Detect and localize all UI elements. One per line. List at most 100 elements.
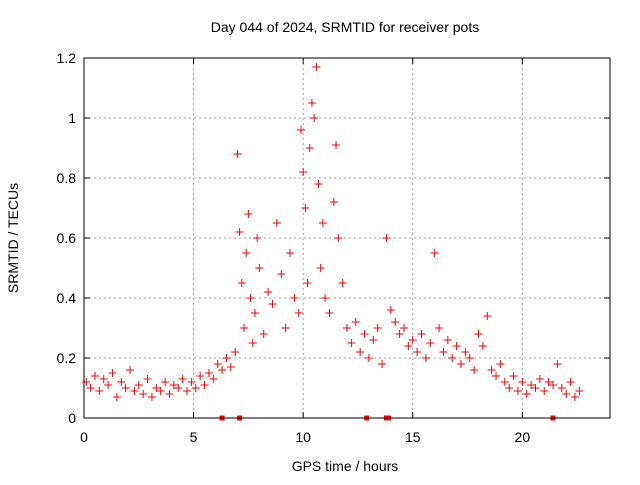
data-point <box>290 294 299 302</box>
y-tick-label: 0.2 <box>57 350 77 366</box>
data-points <box>82 63 584 421</box>
grid <box>84 58 610 418</box>
data-point <box>264 288 273 296</box>
data-point <box>487 366 496 374</box>
data-point <box>187 378 196 386</box>
x-tick-label: 15 <box>405 429 421 445</box>
data-point <box>204 369 213 377</box>
data-point <box>474 330 483 338</box>
data-point <box>307 99 316 107</box>
data-point <box>169 381 178 389</box>
data-point <box>575 387 584 395</box>
data-point <box>112 393 121 401</box>
data-point <box>156 387 165 395</box>
data-point <box>218 366 227 374</box>
data-point <box>413 348 422 356</box>
y-tick-label: 1.2 <box>57 50 77 66</box>
data-point <box>108 369 117 377</box>
data-point <box>277 270 286 278</box>
y-tick-label: 1 <box>68 110 76 126</box>
data-point <box>239 324 248 332</box>
data-point <box>231 348 240 356</box>
data-point <box>351 318 360 326</box>
data-point <box>391 318 400 326</box>
data-point <box>343 324 351 332</box>
ticks: 0 0.2 0.4 0.6 0.8 1 1.2 0 5 10 15 20 <box>57 50 610 445</box>
data-point <box>360 330 369 338</box>
data-point <box>272 219 281 227</box>
data-point <box>399 324 408 332</box>
data-point <box>233 150 242 158</box>
data-point <box>174 384 183 392</box>
data-point <box>562 390 571 398</box>
x-tick-label: 20 <box>515 429 531 445</box>
data-point <box>226 363 235 371</box>
data-point <box>386 306 395 314</box>
data-point <box>557 384 566 392</box>
data-point <box>417 330 426 338</box>
y-tick-label: 0.8 <box>57 170 77 186</box>
data-point <box>332 141 341 149</box>
data-point <box>99 375 108 383</box>
data-point <box>549 381 558 389</box>
data-point <box>347 339 356 347</box>
data-point <box>553 360 562 368</box>
data-point <box>356 348 365 356</box>
chart-title: Day 044 of 2024, SRMTID for receiver pot… <box>211 19 479 35</box>
data-point <box>492 372 501 380</box>
data-point <box>259 330 268 338</box>
data-point <box>299 168 308 176</box>
data-point <box>250 309 259 317</box>
data-point <box>430 249 439 257</box>
data-point <box>312 63 321 71</box>
data-point <box>509 372 518 380</box>
data-point <box>364 354 373 362</box>
data-point <box>505 384 514 392</box>
data-point <box>314 180 323 188</box>
data-point <box>566 378 575 386</box>
y-axis-label: SRMTID / TECUs <box>5 183 21 293</box>
data-point <box>316 264 325 272</box>
data-point <box>318 219 327 227</box>
data-point <box>242 249 251 257</box>
data-point <box>86 384 95 392</box>
data-point <box>435 324 444 332</box>
data-point <box>130 387 139 395</box>
data-point <box>82 378 91 386</box>
data-point <box>253 234 262 242</box>
data-point <box>500 378 509 386</box>
data-point <box>325 309 334 317</box>
data-point <box>191 384 200 392</box>
x-tick-label: 10 <box>295 429 311 445</box>
data-point <box>165 390 174 398</box>
data-point <box>378 360 387 368</box>
data-point <box>209 375 218 383</box>
data-point <box>448 354 457 362</box>
data-point <box>456 360 465 368</box>
data-point <box>237 279 246 287</box>
data-point <box>147 393 156 401</box>
data-point <box>544 378 553 386</box>
data-point <box>461 348 470 356</box>
data-point <box>296 126 305 134</box>
data-point <box>134 381 143 389</box>
data-point <box>439 348 448 356</box>
data-point <box>452 342 461 350</box>
data-point <box>255 264 264 272</box>
data-point <box>178 375 187 383</box>
data-point <box>338 279 347 287</box>
data-point <box>161 378 170 386</box>
data-point <box>470 366 479 374</box>
data-point <box>196 372 205 380</box>
data-point <box>527 381 536 389</box>
y-tick-label: 0.6 <box>57 230 77 246</box>
data-point <box>143 375 152 383</box>
data-point <box>483 312 492 320</box>
data-point <box>95 387 104 395</box>
data-point <box>301 204 310 212</box>
x-tick-label: 0 <box>80 429 88 445</box>
data-point <box>373 324 382 332</box>
data-point <box>126 366 135 374</box>
data-point <box>303 279 312 287</box>
